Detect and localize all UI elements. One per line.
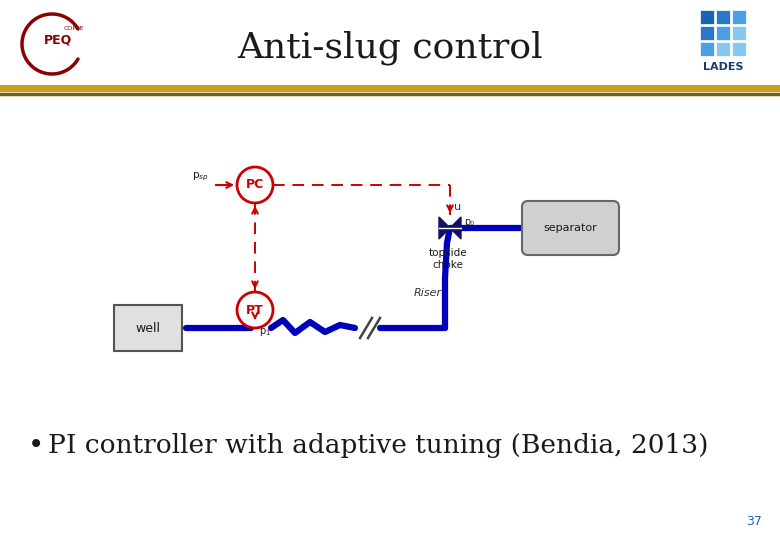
Bar xyxy=(700,26,714,40)
Text: 37: 37 xyxy=(746,515,762,528)
Bar xyxy=(732,26,746,40)
Bar xyxy=(716,26,730,40)
Text: well: well xyxy=(136,321,161,334)
Text: separator: separator xyxy=(544,223,597,233)
Text: Riser: Riser xyxy=(414,288,442,298)
Text: p$_{sp}$: p$_{sp}$ xyxy=(192,171,209,183)
Text: PI controller with adaptive tuning (Bendia, 2013): PI controller with adaptive tuning (Bend… xyxy=(48,433,708,457)
Bar xyxy=(700,10,714,24)
Text: p$_1$: p$_1$ xyxy=(259,326,271,338)
Text: Anti-slug control: Anti-slug control xyxy=(237,31,543,65)
Text: PC: PC xyxy=(246,179,264,192)
Text: COPPE: COPPE xyxy=(64,25,84,30)
Text: •: • xyxy=(28,431,44,459)
Bar xyxy=(716,10,730,24)
Bar xyxy=(700,42,714,56)
Text: LADES: LADES xyxy=(703,62,743,72)
Polygon shape xyxy=(439,217,450,239)
Circle shape xyxy=(237,167,273,203)
Text: PEQ: PEQ xyxy=(44,33,72,46)
Bar xyxy=(716,42,730,56)
Polygon shape xyxy=(450,217,461,239)
FancyBboxPatch shape xyxy=(522,201,619,255)
Bar xyxy=(114,305,182,351)
Bar xyxy=(732,10,746,24)
Text: topside
choke: topside choke xyxy=(429,248,467,271)
Text: p₀: p₀ xyxy=(464,217,474,227)
Text: PT: PT xyxy=(246,303,264,316)
Text: u: u xyxy=(454,202,461,212)
Circle shape xyxy=(237,292,273,328)
Bar xyxy=(732,42,746,56)
